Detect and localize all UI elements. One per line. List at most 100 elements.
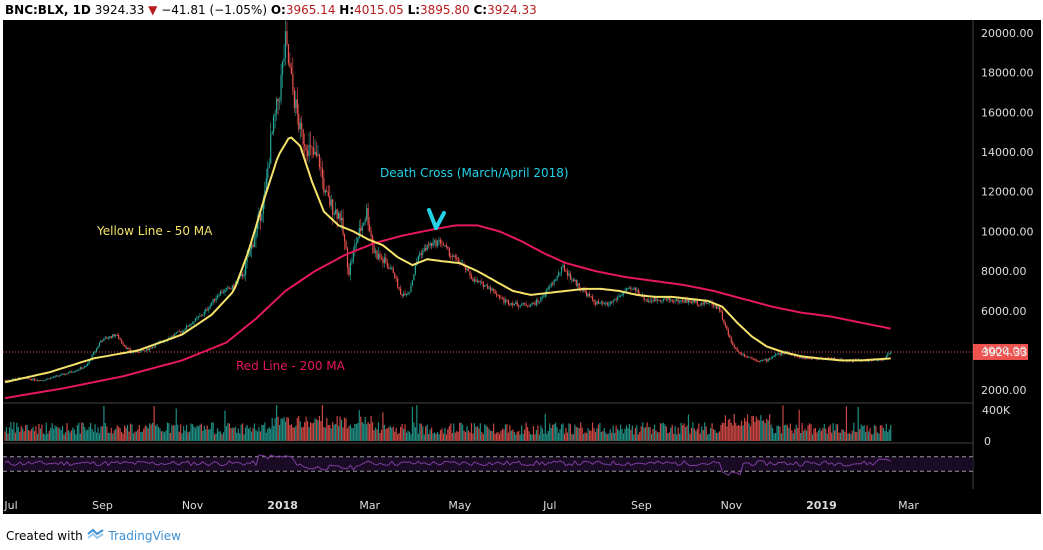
volume-bar bbox=[862, 426, 864, 441]
symbol-label[interactable]: BNC:BLX, 1D bbox=[5, 3, 91, 17]
volume-bar bbox=[190, 423, 192, 441]
volume-bar bbox=[23, 431, 25, 441]
volume-bar bbox=[28, 430, 30, 441]
candle bbox=[519, 305, 521, 307]
candle bbox=[656, 300, 659, 301]
volume-bar bbox=[693, 428, 695, 441]
candle bbox=[355, 242, 357, 245]
candle bbox=[122, 342, 124, 345]
volume-bar bbox=[357, 422, 359, 441]
volume-bar bbox=[358, 410, 360, 441]
volume-bar bbox=[707, 434, 709, 441]
candle bbox=[401, 294, 403, 297]
volume-bar bbox=[398, 433, 400, 441]
time-axis-tick-label: 2019 bbox=[806, 499, 837, 512]
volume-bar bbox=[803, 430, 805, 441]
candle bbox=[308, 145, 310, 157]
volume-bar bbox=[45, 422, 47, 441]
volume-bar bbox=[193, 426, 195, 441]
candle bbox=[591, 296, 594, 300]
volume-bar bbox=[209, 428, 211, 441]
candle bbox=[104, 337, 106, 339]
volume-bar bbox=[469, 432, 471, 441]
candle bbox=[307, 150, 309, 157]
volume-bar bbox=[615, 425, 617, 441]
candle bbox=[249, 249, 251, 257]
volume-bar bbox=[485, 425, 487, 441]
volume-bar bbox=[143, 428, 145, 441]
candle bbox=[73, 371, 75, 373]
volume-bar bbox=[618, 430, 620, 441]
candle bbox=[183, 330, 185, 332]
candle bbox=[94, 351, 96, 353]
candle bbox=[203, 311, 205, 315]
volume-bar bbox=[61, 425, 64, 441]
candle bbox=[479, 281, 481, 283]
volume-bar bbox=[386, 428, 388, 441]
volume-bar bbox=[205, 429, 207, 441]
volume-bar bbox=[863, 425, 865, 441]
volume-bar bbox=[154, 425, 157, 441]
candle bbox=[205, 309, 207, 312]
volume-bar bbox=[299, 421, 301, 441]
candle bbox=[340, 217, 343, 221]
volume-bar bbox=[445, 434, 447, 441]
volume-bar bbox=[456, 431, 458, 441]
volume-bar bbox=[777, 425, 780, 441]
candle bbox=[51, 377, 53, 379]
low-value: 3895.80 bbox=[420, 3, 470, 17]
candle bbox=[577, 283, 579, 286]
volume-bar bbox=[526, 426, 529, 441]
candle bbox=[811, 357, 814, 360]
volume-bar bbox=[749, 426, 752, 441]
candle bbox=[143, 349, 145, 351]
volume-bar bbox=[106, 426, 108, 441]
volume-bar bbox=[832, 423, 834, 441]
volume-bar bbox=[646, 422, 648, 441]
candle bbox=[543, 296, 545, 298]
candle bbox=[643, 294, 645, 300]
volume-bar bbox=[676, 434, 678, 441]
volume-bar bbox=[823, 424, 825, 441]
candle bbox=[540, 297, 542, 302]
volume-bar bbox=[332, 421, 334, 441]
volume-bar bbox=[335, 424, 337, 441]
candle bbox=[615, 299, 617, 301]
volume-bar bbox=[236, 432, 238, 441]
volume-bar bbox=[772, 427, 774, 441]
volume-bar bbox=[123, 425, 126, 441]
volume-bar bbox=[869, 428, 871, 441]
volume-bar bbox=[147, 428, 149, 441]
candle bbox=[56, 375, 58, 377]
volume-bar bbox=[782, 405, 784, 441]
volume-bar bbox=[97, 427, 99, 441]
volume-bar bbox=[72, 427, 74, 441]
volume-bar bbox=[290, 424, 292, 441]
volume-bar bbox=[721, 422, 724, 441]
candle bbox=[426, 244, 428, 251]
volume-axis-label-max: 400K bbox=[982, 404, 1011, 417]
volume-bar bbox=[606, 434, 608, 441]
candle bbox=[702, 302, 704, 304]
candle bbox=[715, 305, 718, 309]
volume-bar bbox=[402, 428, 405, 441]
candle bbox=[611, 301, 613, 303]
candle bbox=[295, 99, 297, 108]
price-chart[interactable]: 3924.33 20000.00 18000.00 16000.00 14000.00 1… bbox=[0, 20, 1043, 520]
volume-bar bbox=[718, 431, 721, 441]
volume-bar bbox=[121, 431, 123, 441]
tradingview-brand[interactable]: TradingView bbox=[108, 529, 181, 543]
volume-bar bbox=[39, 428, 42, 441]
candle bbox=[175, 332, 177, 334]
tradingview-logo-icon bbox=[86, 528, 109, 543]
volume-bar bbox=[552, 424, 554, 441]
candle bbox=[144, 350, 146, 352]
volume-bar bbox=[307, 421, 309, 441]
volume-bar bbox=[191, 424, 194, 441]
volume-bar bbox=[349, 424, 352, 441]
volume-bar bbox=[503, 429, 505, 441]
volume-bar bbox=[640, 426, 642, 441]
candle bbox=[343, 234, 346, 242]
candle bbox=[358, 227, 360, 238]
candle bbox=[568, 273, 570, 276]
